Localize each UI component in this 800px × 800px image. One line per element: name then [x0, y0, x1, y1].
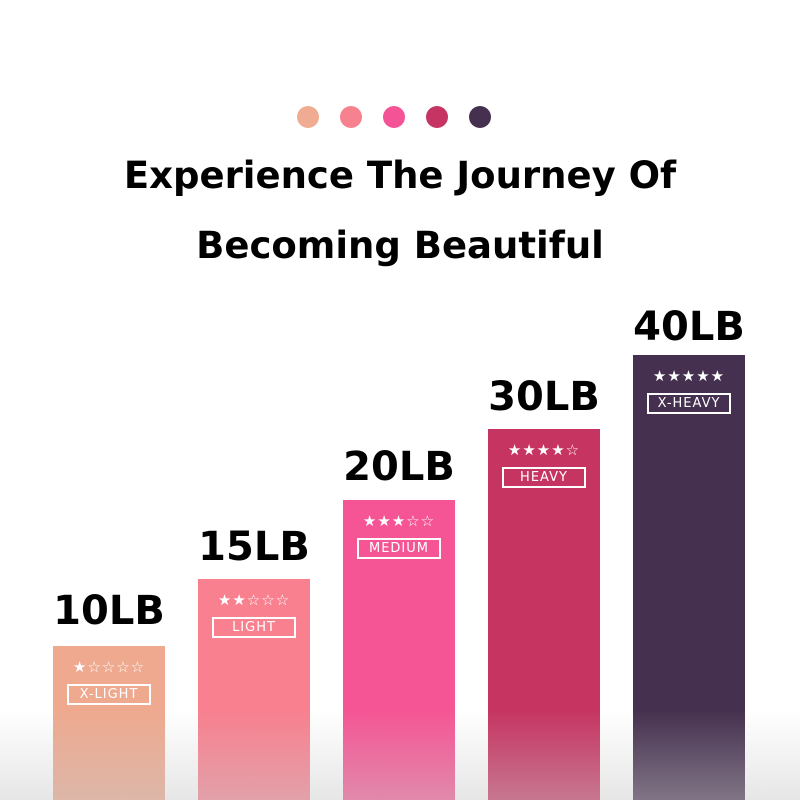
- star-rating: ★☆☆☆☆: [72, 658, 146, 676]
- level-tag: HEAVY: [502, 467, 586, 488]
- level-tag: MEDIUM: [357, 538, 441, 559]
- level-tag: LIGHT: [212, 617, 296, 638]
- weight-label: 30LB: [488, 374, 600, 420]
- star-rating: ★★★★★: [652, 367, 726, 385]
- star-rating: ★★★☆☆: [362, 512, 436, 530]
- band-bar-medium: ★★★☆☆ MEDIUM: [343, 500, 455, 800]
- level-tag: X-LIGHT: [67, 684, 151, 705]
- color-dot: [426, 106, 448, 128]
- headline-line-2: Becoming Beautiful: [196, 224, 604, 267]
- color-dot: [340, 106, 362, 128]
- band-bar-x-light: ★☆☆☆☆ X-LIGHT: [53, 646, 165, 800]
- color-dot: [383, 106, 405, 128]
- weight-label: 10LB: [53, 588, 165, 634]
- weight-label: 40LB: [633, 304, 745, 350]
- headline-line-1: Experience The Journey Of: [123, 154, 677, 197]
- color-dot: [297, 106, 319, 128]
- star-rating: ★★☆☆☆: [217, 591, 291, 609]
- level-tag: X-HEAVY: [647, 393, 731, 414]
- band-bar-heavy: ★★★★☆ HEAVY: [488, 429, 600, 800]
- band-bar-light: ★★☆☆☆ LIGHT: [198, 579, 310, 800]
- star-rating: ★★★★☆: [507, 441, 581, 459]
- band-bar-x-heavy: ★★★★★ X-HEAVY: [633, 355, 745, 800]
- color-dot: [469, 106, 491, 128]
- weight-label: 20LB: [343, 444, 455, 490]
- weight-label: 15LB: [198, 524, 310, 570]
